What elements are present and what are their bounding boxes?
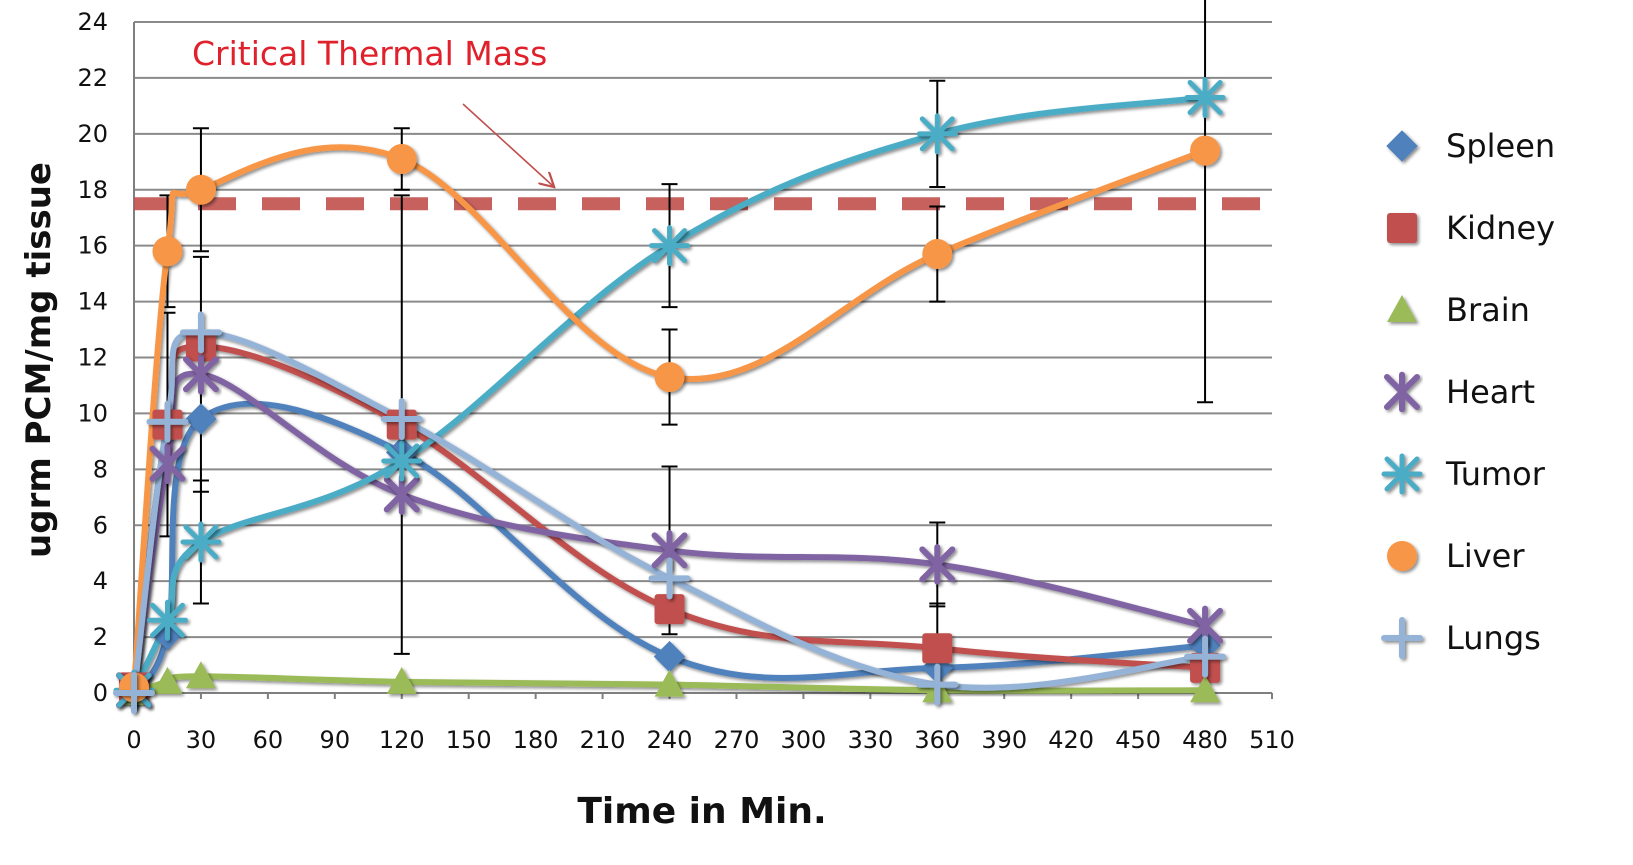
x-tick-label: 450	[1115, 726, 1161, 754]
y-tick-label: 0	[93, 679, 108, 707]
point-heart	[149, 443, 186, 484]
y-tick-label: 18	[77, 176, 108, 204]
point-heart	[383, 474, 420, 515]
x-tick-label: 60	[253, 726, 284, 754]
x-tick-label: 240	[647, 726, 693, 754]
legend-item-spleen: Spleen	[1365, 127, 1555, 165]
point-lungs	[146, 400, 189, 443]
point-liver	[922, 239, 953, 270]
point-lungs	[179, 311, 222, 354]
x-tick-label: 390	[981, 726, 1027, 754]
legend-label: Tumor	[1445, 455, 1546, 493]
y-tick-label: 6	[93, 511, 108, 539]
legend-label: Kidney	[1446, 209, 1555, 247]
legend-item-tumor: Tumor	[1365, 453, 1546, 495]
gridlines	[133, 21, 1272, 694]
point-tumor	[649, 225, 691, 267]
x-tick-label: 510	[1249, 726, 1295, 754]
x-tick-label: 150	[446, 726, 492, 754]
y-tick-label: 4	[93, 567, 108, 595]
x-tick-label: 480	[1182, 726, 1228, 754]
x-tick-label: 420	[1048, 726, 1094, 754]
legend-marker	[1387, 295, 1417, 322]
series-markers	[113, 76, 1227, 714]
legend-marker	[1387, 541, 1417, 571]
legend-marker	[1381, 617, 1423, 659]
x-axis-title: Time in Min.	[577, 791, 826, 832]
x-axis-ticks: 0 30 60 90 120 150 180 210 240 270 300 330 360 390 420…	[126, 693, 1295, 754]
point-brain	[1190, 675, 1221, 703]
x-tick-label: 330	[847, 726, 893, 754]
y-tick-label: 24	[77, 8, 108, 36]
point-liver	[152, 236, 183, 267]
point-brain	[185, 661, 216, 689]
y-tick-label: 14	[77, 288, 108, 316]
point-heart	[182, 354, 219, 395]
legend-label: Lungs	[1446, 619, 1541, 657]
x-tick-label: 90	[320, 726, 351, 754]
x-tick-label: 120	[379, 726, 425, 754]
error-bar-liver	[1197, 0, 1214, 404]
legend-item-kidney: Kidney	[1365, 209, 1555, 247]
legend: Spleen Kidney Brain Heart Tumor Liver Lungs	[1365, 127, 1555, 659]
point-kidney	[654, 594, 685, 625]
point-heart	[919, 544, 956, 585]
legend-label: Brain	[1446, 291, 1530, 329]
point-tumor	[381, 440, 423, 482]
point-lungs	[380, 398, 423, 441]
point-tumor	[916, 113, 958, 155]
legend-label: Liver	[1446, 537, 1525, 575]
y-tick-label: 22	[77, 64, 108, 92]
y-axis-title: ugrm PCM/mg tissue	[19, 162, 59, 558]
y-tick-label: 16	[77, 232, 108, 260]
point-lungs	[916, 663, 959, 706]
legend-marker	[1387, 213, 1417, 243]
legend-label: Heart	[1446, 373, 1535, 411]
legend-item-lungs: Lungs	[1365, 617, 1541, 659]
x-tick-label: 300	[781, 726, 827, 754]
x-tick-label: 270	[714, 726, 760, 754]
point-liver	[1190, 135, 1221, 166]
series-line-tumor	[131, 94, 1206, 692]
y-tick-label: 2	[93, 623, 108, 651]
legend-marker	[1384, 371, 1420, 413]
point-lungs	[648, 557, 691, 600]
point-brain	[654, 669, 685, 697]
x-tick-label: 30	[186, 726, 217, 754]
point-lungs	[113, 672, 155, 714]
x-tick-label: 0	[126, 726, 141, 754]
x-tick-label: 360	[914, 726, 960, 754]
point-liver	[185, 174, 216, 205]
legend-marker	[1381, 453, 1423, 495]
y-tick-label: 12	[77, 344, 108, 372]
point-spleen	[653, 640, 686, 673]
point-spleen	[185, 403, 217, 435]
point-kidney	[922, 633, 953, 664]
y-tick-label: 10	[77, 399, 108, 427]
point-tumor	[1184, 76, 1226, 118]
y-tick-label: 8	[93, 455, 108, 483]
point-brain	[152, 666, 183, 694]
point-brain	[386, 666, 417, 694]
point-liver	[386, 143, 417, 174]
point-tumor	[146, 599, 188, 641]
legend-item-liver: Liver	[1365, 537, 1525, 575]
x-tick-label: 210	[580, 726, 626, 754]
y-tick-label: 20	[77, 120, 108, 148]
legend-marker	[1386, 130, 1418, 162]
point-tumor	[180, 521, 222, 563]
point-liver	[654, 362, 685, 393]
legend-item-brain: Brain	[1365, 291, 1530, 329]
legend-item-heart: Heart	[1365, 371, 1535, 413]
legend-label: Spleen	[1446, 127, 1555, 165]
annotation-label: Critical Thermal Mass	[192, 34, 547, 73]
x-tick-label: 180	[513, 726, 559, 754]
point-lungs	[1184, 635, 1227, 678]
annotation-arrow	[462, 103, 553, 186]
